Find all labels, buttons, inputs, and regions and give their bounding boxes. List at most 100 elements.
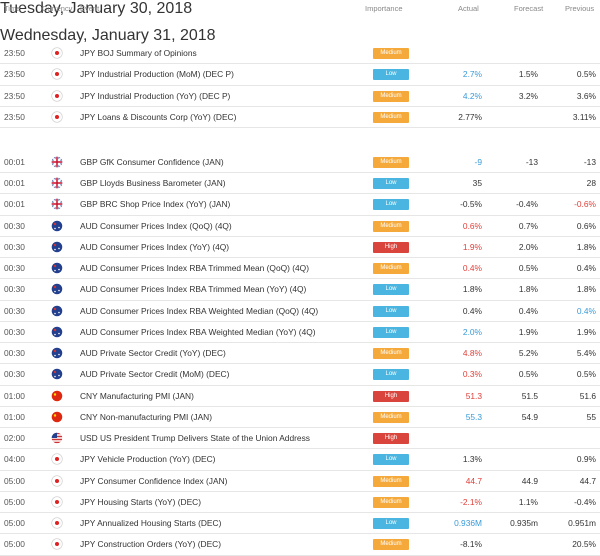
event-row: 23:50 JPY Industrial Production (MoM) (DE… — [0, 64, 600, 86]
event-row: 01:00 CNY Manufacturing PMI (JAN) High 51.3… — [0, 386, 600, 407]
event: JPY Construction Orders (YoY) (DEC) — [80, 539, 222, 550]
importance-badge: Medium — [373, 411, 409, 423]
actual-value: 0.4% — [462, 263, 482, 274]
time: 00:30 — [4, 348, 25, 359]
time: 00:01 — [4, 178, 25, 189]
flag-icon — [51, 411, 63, 423]
event: AUD Consumer Prices Index RBA Trimmed Me… — [80, 284, 307, 295]
importance-badge: Medium — [373, 475, 409, 487]
previous-value: 51.6 — [579, 390, 596, 401]
forecast-value: 0.4% — [518, 305, 538, 316]
event-row: 00:01 GBP BRC Shop Price Index (YoY) (JAN… — [0, 194, 600, 216]
importance-badge: Medium — [373, 348, 409, 360]
forecast-value: 2.0% — [518, 241, 538, 252]
event: GBP BRC Shop Price Index (YoY) (JAN) — [80, 199, 231, 210]
flag-icon — [51, 198, 63, 210]
event: JPY Industrial Production (MoM) (DEC P) — [80, 69, 234, 80]
flag-icon — [51, 89, 63, 102]
time: 04:00 — [4, 454, 25, 465]
importance-badge: High — [373, 241, 409, 253]
event: JPY Loans & Discounts Corp (YoY) (DEC) — [80, 111, 237, 122]
actual-value: 1.3% — [462, 454, 482, 465]
event-row: 00:01 GBP GfK Consumer Confidence (JAN) Me… — [0, 152, 600, 174]
importance-badge: Medium — [373, 496, 409, 508]
event-row: 00:30 AUD Private Sector Credit (YoY) (DE… — [0, 343, 600, 365]
previous-value: 0.5% — [576, 369, 596, 380]
flag-icon — [51, 474, 63, 487]
actual-value: 35 — [472, 178, 482, 189]
importance-badge: Low — [373, 369, 409, 381]
actual-value: 1.8% — [462, 284, 482, 295]
event-row: 04:00 JPY Vehicle Production (YoY) (DEC) L… — [0, 449, 600, 471]
time: 05:00 — [4, 539, 25, 550]
event: JPY Vehicle Production (YoY) (DEC) — [80, 454, 216, 465]
time: 00:30 — [4, 369, 25, 380]
time: 23:50 — [4, 69, 25, 80]
forecast-value: 5.2% — [518, 348, 538, 359]
event-row: 00:01 GBP Lloyds Business Barometer (JAN)… — [0, 173, 600, 195]
time: 02:00 — [4, 433, 25, 444]
importance-badge: Low — [373, 178, 409, 190]
time: 00:30 — [4, 305, 25, 316]
event-row: 00:30 AUD Consumer Prices Index RBA Weigh… — [0, 322, 600, 344]
previous-value: 3.11% — [572, 111, 596, 122]
previous-value: 0.4% — [576, 305, 596, 316]
time: 00:30 — [4, 326, 25, 337]
event: AUD Private Sector Credit (YoY) (DEC) — [80, 348, 226, 359]
header-event: Event — [80, 4, 100, 13]
flag-icon — [51, 517, 63, 529]
event: JPY Annualized Housing Starts (DEC) — [80, 518, 222, 529]
previous-value: 0.951m — [568, 518, 596, 529]
actual-value: 2.7% — [462, 69, 482, 80]
actual-value: -0.5% — [460, 199, 482, 210]
event: USD US President Trump Delivers State of… — [80, 433, 310, 444]
previous-value: 44.7 — [579, 475, 596, 486]
time: 00:30 — [4, 241, 25, 252]
previous-value: -0.4% — [574, 496, 596, 507]
importance-badge: Low — [373, 454, 409, 466]
actual-value: 4.2% — [462, 90, 482, 101]
flag-icon — [51, 241, 63, 253]
forecast-value: 1.8% — [518, 284, 538, 295]
forecast-value: 0.5% — [518, 369, 538, 380]
previous-value: 55 — [586, 411, 596, 422]
importance-badge: High — [373, 433, 409, 445]
header-forecast: Forecast — [514, 4, 544, 13]
flag-icon — [51, 453, 63, 465]
table-header: Time Currency Event Importance Actual Fo… — [0, 0, 600, 16]
forecast-value: 1.5% — [518, 69, 538, 80]
event-row: 05:00 JPY Construction Orders (YoY) (DEC)… — [0, 534, 600, 556]
previous-value: 1.9% — [576, 326, 596, 337]
actual-value: -9 — [474, 156, 482, 167]
importance-badge: Medium — [373, 539, 409, 551]
event-row: 00:30 AUD Consumer Prices Index RBA Trimm… — [0, 279, 600, 301]
date-label: Wednesday, January 31, 2018 — [0, 27, 216, 44]
actual-value: 55.3 — [465, 411, 482, 422]
forecast-value: 54.9 — [521, 411, 538, 422]
actual-value: 0.936M — [454, 518, 482, 529]
forecast-value: 0.7% — [518, 220, 538, 231]
flag-icon — [51, 47, 63, 59]
previous-value: -0.6% — [574, 199, 596, 210]
time: 01:00 — [4, 390, 25, 401]
previous-value: 1.8% — [576, 284, 596, 295]
importance-badge: Low — [373, 305, 409, 317]
event-row: 00:30 AUD Private Sector Credit (MoM) (DE… — [0, 364, 600, 386]
event: JPY BOJ Summary of Opinions — [80, 48, 197, 58]
event-row: 00:30 AUD Consumer Prices Index RBA Trimm… — [0, 258, 600, 280]
time: 23:50 — [4, 90, 25, 101]
event-row: 23:50 JPY Loans & Discounts Corp (YoY) (D… — [0, 107, 600, 128]
event: CNY Non-manufacturing PMI (JAN) — [80, 411, 213, 422]
time: 00:01 — [4, 156, 25, 167]
importance-badge: Low — [373, 199, 409, 211]
previous-value: 5.4% — [576, 348, 596, 359]
importance-badge: Low — [373, 326, 409, 338]
header-actual: Actual — [458, 4, 479, 13]
event: CNY Manufacturing PMI (JAN) — [80, 390, 194, 401]
importance-badge: Low — [373, 284, 409, 296]
event-row: 00:30 AUD Consumer Prices Index (QoQ) (4Q… — [0, 216, 600, 237]
event-row: 23:50 JPY Industrial Production (YoY) (DE… — [0, 86, 600, 107]
forecast-value: -13 — [525, 156, 538, 167]
time: 00:30 — [4, 263, 25, 274]
flag-icon — [51, 326, 63, 338]
